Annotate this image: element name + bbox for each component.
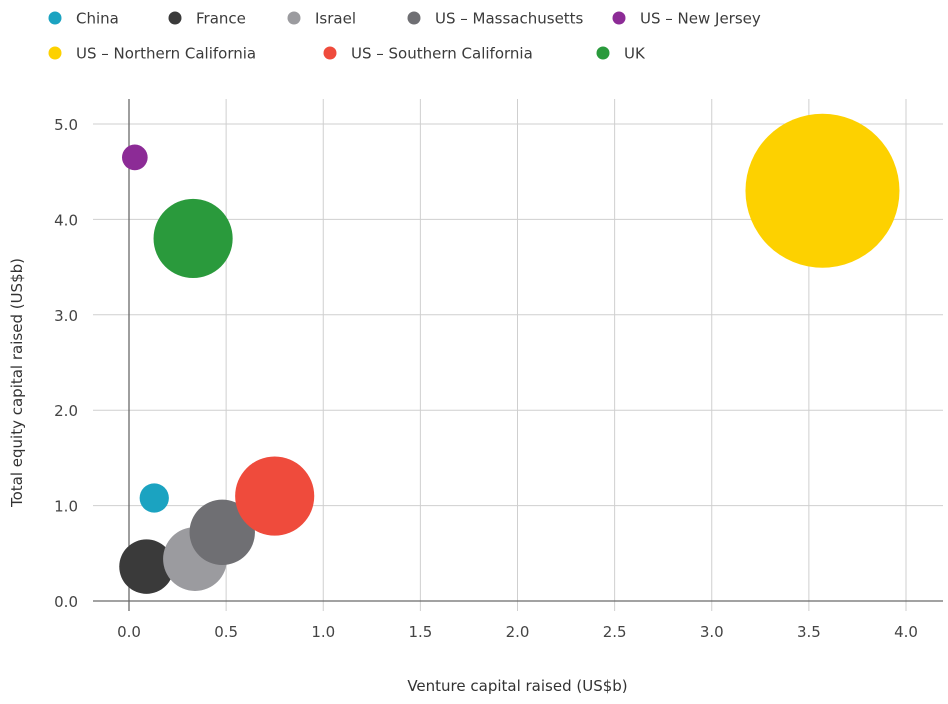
bubble-point xyxy=(139,483,169,513)
bubble-point xyxy=(189,499,255,566)
legend-marker xyxy=(168,11,182,25)
legend-label: US – Northern California xyxy=(76,45,256,63)
legend-label: US – New Jersey xyxy=(640,10,761,28)
bubbles xyxy=(119,113,900,594)
x-axis-title: Venture capital raised (US$b) xyxy=(407,677,627,695)
x-tick-label: 2.0 xyxy=(506,623,530,641)
x-tick-label: 3.0 xyxy=(700,623,724,641)
legend-marker xyxy=(323,46,337,60)
y-tick-label: 0.0 xyxy=(54,593,78,611)
tick-labels: 0.0 0.5 1.0 1.5 2.0 2.5 3.0 3.5 4.0 0.0 1.0 2.0 3.0 4… xyxy=(54,116,918,641)
y-tick-label: 4.0 xyxy=(54,211,78,229)
x-tick-label: 1.5 xyxy=(408,623,432,641)
y-tick-label: 5.0 xyxy=(54,116,78,134)
legend: China France Israel US – Massachusetts US – … xyxy=(48,10,761,63)
legend-label: US – Massachusetts xyxy=(435,10,584,28)
legend-marker xyxy=(48,11,62,25)
bubble-point xyxy=(235,456,315,536)
y-tick-label: 2.0 xyxy=(54,402,78,420)
x-tick-label: 3.5 xyxy=(797,623,821,641)
legend-marker xyxy=(596,46,610,60)
legend-marker xyxy=(48,46,62,60)
axes xyxy=(93,99,943,611)
x-tick-label: 0.0 xyxy=(117,623,141,641)
y-axis-title: Total equity capital raised (US$b) xyxy=(8,258,26,508)
legend-marker xyxy=(407,11,421,25)
legend-marker xyxy=(287,11,301,25)
bubble-point xyxy=(153,198,233,279)
legend-label: UK xyxy=(624,45,646,63)
y-tick-label: 1.0 xyxy=(54,498,78,516)
x-tick-label: 0.5 xyxy=(214,623,238,641)
legend-label: China xyxy=(76,10,119,28)
legend-marker xyxy=(612,11,626,25)
x-tick-label: 4.0 xyxy=(894,623,918,641)
bubble-point xyxy=(119,539,174,594)
y-tick-label: 3.0 xyxy=(54,307,78,325)
bubble-point xyxy=(745,113,900,268)
bubble-point xyxy=(121,144,148,171)
legend-label: France xyxy=(196,10,246,28)
legend-label: Israel xyxy=(315,10,356,28)
legend-label: US – Southern California xyxy=(351,45,533,63)
x-tick-label: 1.0 xyxy=(311,623,335,641)
x-tick-label: 2.5 xyxy=(603,623,627,641)
